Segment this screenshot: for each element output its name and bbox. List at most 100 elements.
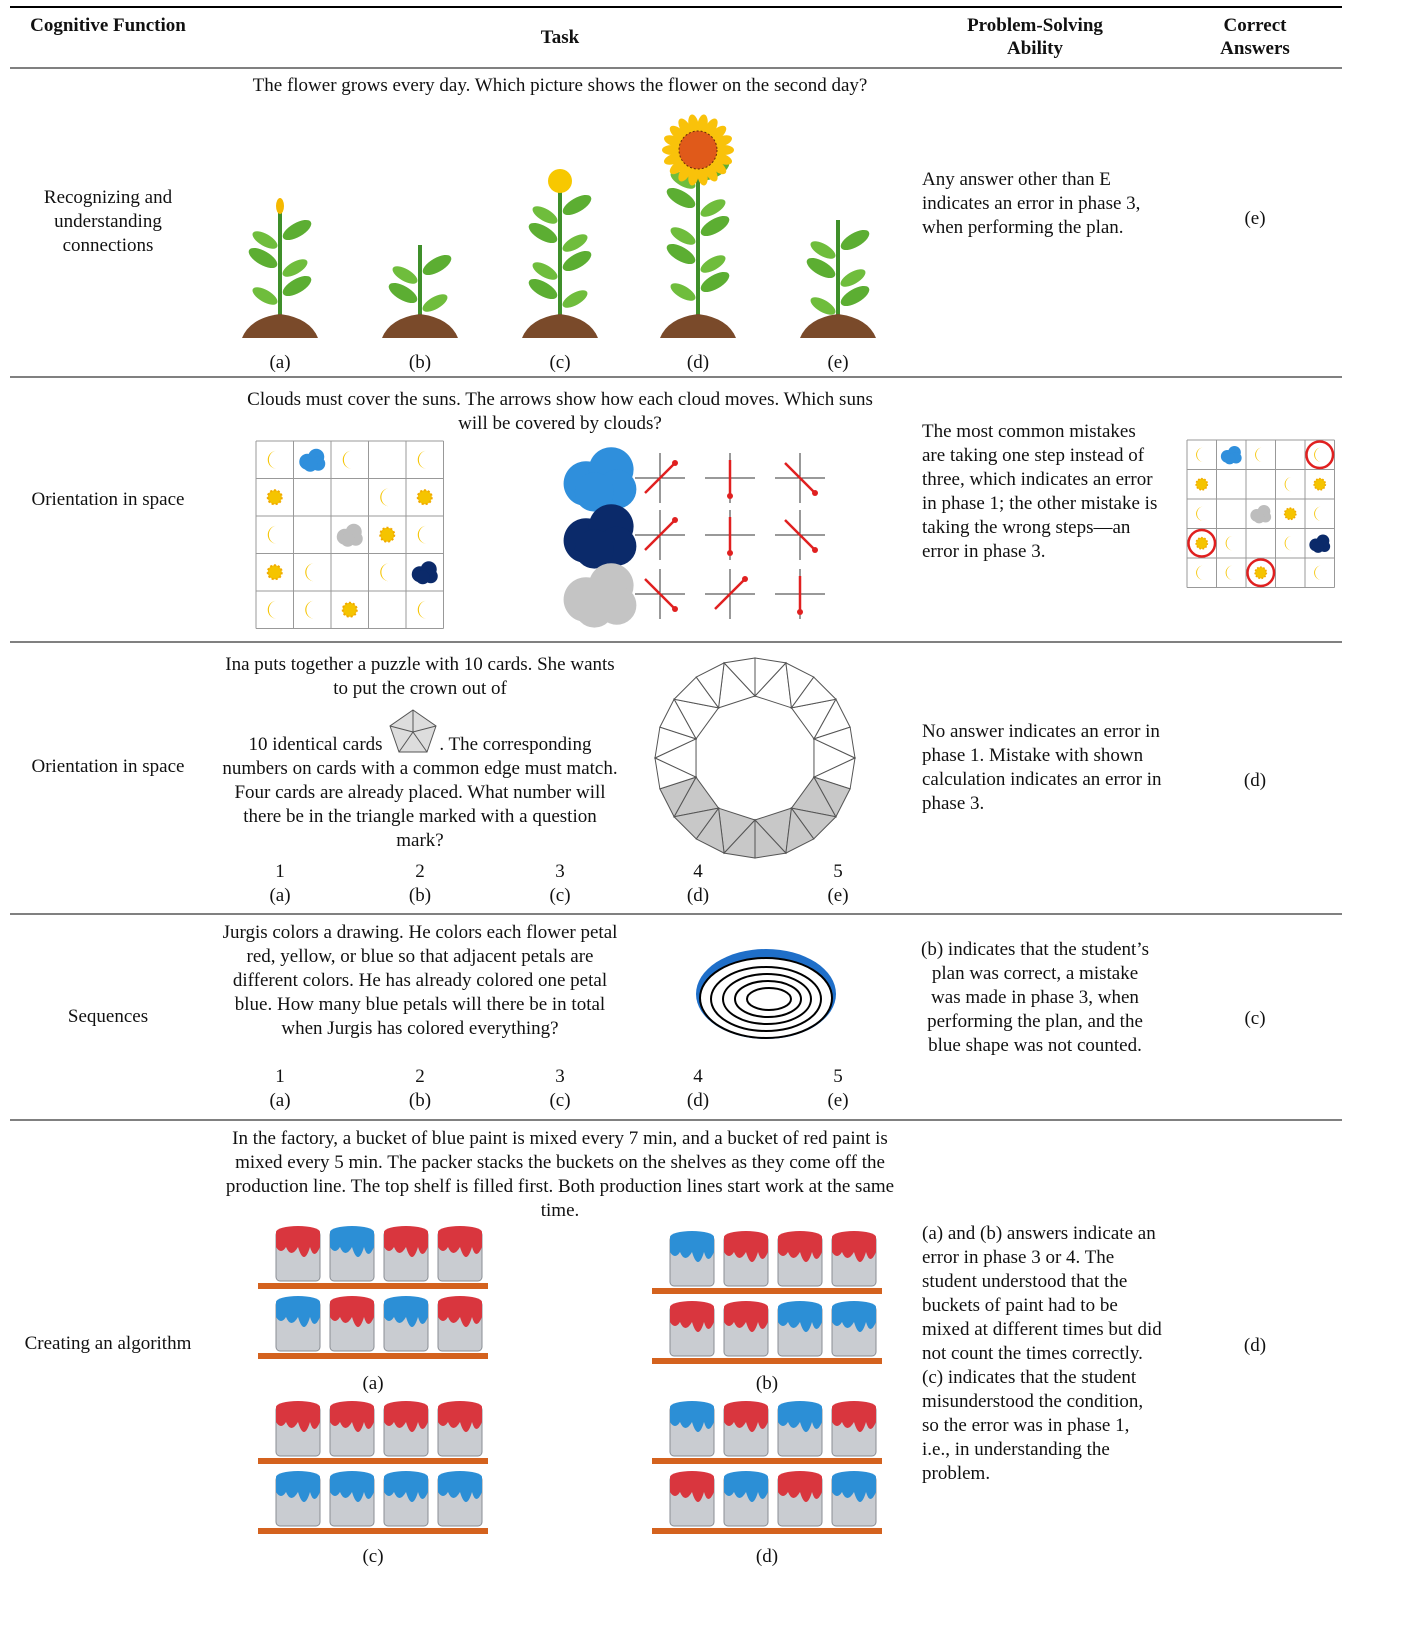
cloud xyxy=(1253,512,1265,524)
moon xyxy=(267,600,277,619)
option-label: 3 xyxy=(555,861,565,882)
paint-drip xyxy=(724,1237,768,1262)
leaf xyxy=(700,215,730,237)
option-label: 4 xyxy=(693,861,703,882)
header-cell: Cognitive Function xyxy=(30,15,186,36)
petal xyxy=(678,118,692,137)
leaf xyxy=(252,287,278,305)
leaf xyxy=(670,227,696,245)
paint-drip xyxy=(832,1477,876,1502)
shelf xyxy=(652,1458,882,1464)
leaf xyxy=(562,290,588,308)
sun xyxy=(1283,507,1297,521)
leaf xyxy=(422,254,452,276)
puzzle-card xyxy=(812,726,856,759)
cloud xyxy=(303,457,318,472)
answer-circle xyxy=(1246,558,1276,588)
paint-drip xyxy=(276,1407,320,1432)
leaf xyxy=(840,229,870,251)
option-label: (b) xyxy=(408,1090,432,1111)
moon xyxy=(380,488,390,507)
moon xyxy=(1225,565,1233,580)
paint-drip xyxy=(670,1477,714,1502)
ability-text: The most common mistakes are taking one … xyxy=(922,421,1158,562)
answer-text: (c) xyxy=(1244,1008,1266,1029)
cloud xyxy=(1224,453,1236,465)
soil xyxy=(800,314,876,338)
petal xyxy=(712,135,732,147)
option-label: 1 xyxy=(275,1066,285,1087)
paint-drip xyxy=(670,1407,714,1432)
leaf xyxy=(248,247,278,269)
leaf xyxy=(562,250,592,272)
shelf xyxy=(258,1528,488,1534)
sun xyxy=(379,526,396,543)
petal xyxy=(714,145,734,155)
cloud xyxy=(340,532,355,547)
soil xyxy=(242,314,318,338)
option-label: (c) xyxy=(549,352,571,373)
paint-drip xyxy=(276,1232,320,1257)
option-label: (b) xyxy=(408,885,432,906)
petal xyxy=(678,163,692,182)
function-cell: Orientation in space xyxy=(31,756,185,777)
moon xyxy=(1314,506,1322,521)
option-label: (a) xyxy=(269,885,291,906)
option-label: (c) xyxy=(549,885,571,906)
option-label: (d) xyxy=(755,1546,779,1567)
leaf xyxy=(700,271,730,293)
paint-drip xyxy=(724,1407,768,1432)
paint-drip xyxy=(670,1237,714,1262)
petal xyxy=(664,153,684,165)
sun xyxy=(1254,566,1268,580)
option-label: (c) xyxy=(549,1090,571,1111)
paint-drip xyxy=(438,1477,482,1502)
moon xyxy=(267,450,277,469)
puzzle-card xyxy=(723,818,756,859)
paint-drip xyxy=(724,1307,768,1332)
paint-drip xyxy=(384,1407,428,1432)
paint-drip xyxy=(330,1407,374,1432)
paint-drip xyxy=(276,1477,320,1502)
option-label: (b) xyxy=(408,352,432,373)
option-label: (e) xyxy=(827,885,849,906)
option-label: (d) xyxy=(686,1090,710,1111)
petal xyxy=(704,118,718,137)
arrow-head xyxy=(727,550,733,556)
paint-drip xyxy=(778,1307,822,1332)
moon xyxy=(305,600,315,619)
moon xyxy=(1196,447,1204,462)
function-cell: Orientation in space xyxy=(31,489,185,510)
leaf xyxy=(700,199,726,217)
arrow-head xyxy=(797,609,803,615)
cloud xyxy=(1312,541,1324,553)
moon xyxy=(267,525,277,544)
moon xyxy=(1314,447,1322,462)
petal xyxy=(669,159,687,175)
header-cell: Task xyxy=(540,27,580,48)
puzzle-card xyxy=(673,807,720,840)
paint-drip xyxy=(724,1477,768,1502)
option-label: 5 xyxy=(833,861,843,882)
center xyxy=(678,130,718,170)
leaf xyxy=(840,285,870,307)
arrow xyxy=(644,578,676,610)
paint-drip xyxy=(438,1232,482,1257)
function-cell: Creating an algorithm xyxy=(24,1333,192,1354)
function-cell: Recognizing and understanding connection… xyxy=(43,187,173,256)
paint-drip xyxy=(330,1477,374,1502)
leaf xyxy=(666,187,696,209)
arrow xyxy=(644,519,676,551)
leaf xyxy=(282,219,312,241)
petal xyxy=(697,165,708,186)
leaf xyxy=(806,257,836,279)
paint-drip xyxy=(384,1477,428,1502)
moon xyxy=(1284,477,1292,492)
petal xyxy=(709,159,727,175)
ability-text: Any answer other than E indicates an err… xyxy=(922,169,1141,238)
task-text: The flower grows every day. Which pictur… xyxy=(252,75,868,96)
moon xyxy=(1314,565,1322,580)
ability-text: No answer indicates an error in phase 1.… xyxy=(922,721,1162,814)
option-label: 2 xyxy=(415,1066,425,1087)
